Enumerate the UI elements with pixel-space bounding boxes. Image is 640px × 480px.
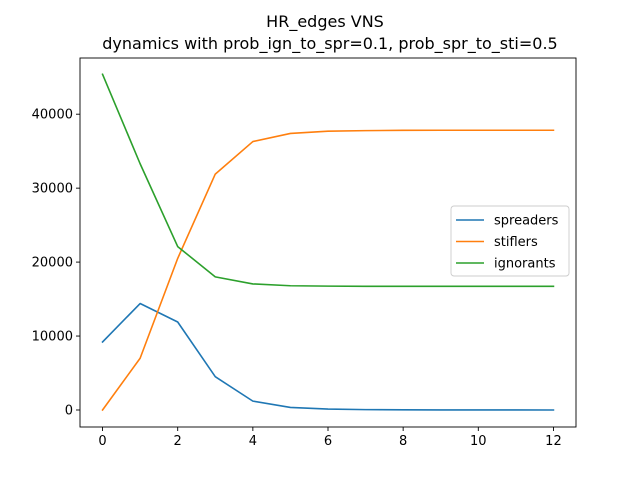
series-line-ignorants: [101, 73, 555, 288]
series-line-spreaders: [101, 302, 555, 411]
x-tick-label: 12: [545, 434, 562, 449]
legend-box: [450, 205, 570, 277]
legend: spreaders stiflers ignorants: [450, 205, 570, 277]
chart-title: HR_edges VNS: [266, 12, 384, 32]
y-tick-label: 20000: [32, 256, 73, 271]
y-tick-label: 30000: [32, 182, 73, 197]
series-layer: [101, 73, 555, 412]
x-tick-label: 2: [174, 434, 182, 449]
chart-subtitle: dynamics with prob_ign_to_spr=0.1, prob_…: [102, 34, 557, 54]
x-tick-label: 0: [98, 434, 106, 449]
x-tick-label: 4: [249, 434, 257, 449]
x-tick-label: 10: [470, 434, 487, 449]
y-tick-label: 40000: [32, 108, 73, 123]
y-tick-label: 10000: [32, 330, 73, 345]
x-tick-label: 8: [399, 434, 407, 449]
legend-label-spreaders: spreaders: [494, 214, 559, 229]
x-tick-label: 6: [324, 434, 332, 449]
legend-label-ignorants: ignorants: [494, 257, 556, 272]
legend-label-stiflers: stiflers: [494, 235, 538, 250]
axes-layer: 0 2 4 6 8 10 12 0 10000 20000 30000 40000: [32, 57, 577, 449]
y-tick-label: 0: [65, 403, 73, 418]
series-line-stiflers: [101, 129, 555, 412]
